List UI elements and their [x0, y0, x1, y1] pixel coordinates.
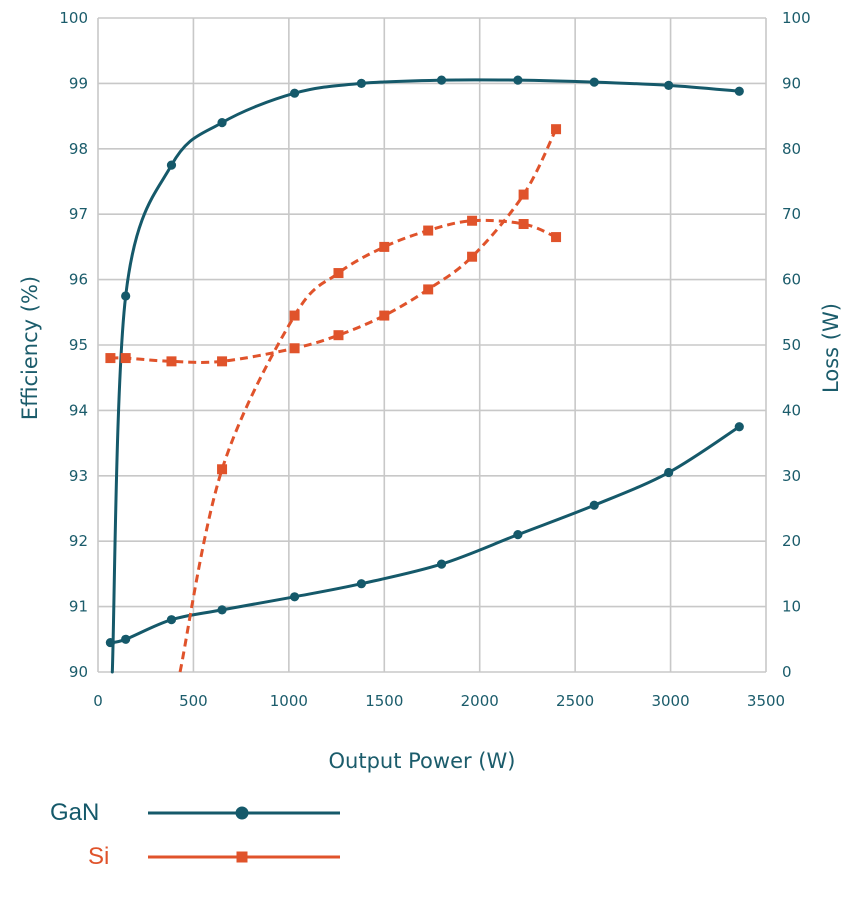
- y-right-tick-label-100: 100: [782, 9, 811, 27]
- series-line-gan-efficiency: [110, 78, 741, 674]
- data-point-gan-loss-385: [166, 615, 177, 625]
- data-point-si-loss-1730: [423, 284, 434, 295]
- legend-marker-si: [236, 851, 248, 863]
- data-point-gan-loss-145: [121, 634, 131, 644]
- data-point-si-loss-650: [217, 356, 228, 367]
- y-left-tick-label-95: 95: [69, 336, 88, 354]
- x-axis-label: Output Power (W): [329, 749, 516, 773]
- y-left-tick-label-90: 90: [69, 663, 88, 681]
- grid: [97, 17, 767, 673]
- y-left-tick-label-100: 100: [59, 9, 88, 27]
- data-point-si-loss-65: [105, 353, 116, 364]
- data-point-gan-loss-2600: [589, 500, 599, 510]
- data-point-si-loss-2230: [518, 189, 529, 200]
- legend-label-si: Si: [88, 843, 109, 870]
- y-axis-right-label: Loss (W): [819, 303, 843, 393]
- y-left-tick-label-96: 96: [69, 271, 88, 289]
- data-point-si-efficiency-1960: [467, 215, 478, 226]
- data-point-gan-efficiency-1030: [289, 88, 300, 98]
- data-point-si-efficiency-1030: [289, 310, 300, 321]
- data-point-gan-loss-65: [105, 637, 116, 648]
- tick-labels: 0 500 1000 1500 2000 2500 3000 3500 90 0 91 10 92 20 9…: [59, 9, 810, 710]
- y-right-tick-label-0: 0: [782, 663, 792, 681]
- data-point-si-loss-145: [120, 353, 131, 364]
- y-left-tick-label-94: 94: [69, 401, 88, 419]
- legend-marker-gan: [235, 806, 249, 820]
- data-point-gan-loss-2990: [664, 467, 674, 478]
- data-point-gan-loss-1380: [356, 579, 366, 589]
- data-point-gan-loss-1800: [436, 559, 447, 569]
- y-left-tick-label-91: 91: [69, 598, 88, 616]
- data-point-gan-efficiency-385: [166, 160, 177, 170]
- y-right-tick-label-80: 80: [782, 140, 801, 158]
- y-axis-left-label: Efficiency (%): [18, 276, 42, 420]
- x-tick-label-2000: 2000: [461, 692, 499, 710]
- data-point-gan-loss-1030: [289, 592, 300, 602]
- x-tick-label-3000: 3000: [651, 692, 689, 710]
- y-right-tick-label-70: 70: [782, 205, 801, 223]
- data-point-gan-loss-650: [217, 605, 227, 615]
- data-point-si-efficiency-1730: [423, 225, 434, 236]
- legend-label-gan: GaN: [50, 799, 99, 826]
- data-point-gan-efficiency-1800: [436, 75, 447, 85]
- legend: GaN Si: [50, 799, 340, 870]
- y-left-tick-label-93: 93: [69, 467, 88, 485]
- data-point-gan-efficiency-145: [121, 291, 131, 301]
- series-line-si-efficiency: [178, 218, 557, 673]
- x-tick-label-3500: 3500: [747, 692, 785, 710]
- x-tick-label-500: 500: [179, 692, 208, 710]
- data-point-si-loss-1500: [379, 310, 390, 321]
- data-point-gan-efficiency-650: [217, 118, 227, 128]
- y-right-tick-label-20: 20: [782, 532, 801, 550]
- data-point-si-efficiency-1260: [333, 268, 344, 279]
- x-tick-label-1000: 1000: [270, 692, 308, 710]
- legend-item-gan: GaN: [50, 799, 340, 826]
- data-point-gan-efficiency-2990: [664, 80, 674, 90]
- data-point-gan-efficiency-3360: [734, 86, 744, 96]
- data-point-gan-efficiency-2200: [513, 75, 523, 85]
- y-left-tick-label-98: 98: [69, 140, 88, 158]
- y-right-tick-label-10: 10: [782, 598, 801, 616]
- y-right-tick-label-90: 90: [782, 74, 801, 92]
- data-point-si-loss-1030: [289, 343, 300, 354]
- data-point-gan-loss-2200: [513, 530, 523, 540]
- x-tick-label-2500: 2500: [556, 692, 594, 710]
- y-right-tick-label-40: 40: [782, 401, 801, 419]
- plot-area: [105, 75, 744, 674]
- series-line-si-loss: [110, 128, 558, 364]
- data-point-si-loss-1260: [333, 330, 344, 341]
- x-tick-label-1500: 1500: [365, 692, 403, 710]
- y-right-tick-label-50: 50: [782, 336, 801, 354]
- data-point-si-efficiency-2400: [551, 232, 562, 243]
- y-left-tick-label-99: 99: [69, 74, 88, 92]
- data-point-gan-efficiency-2600: [589, 77, 599, 87]
- y-left-tick-label-97: 97: [69, 205, 88, 223]
- x-tick-label-0: 0: [93, 692, 103, 710]
- data-point-si-loss-385: [166, 356, 177, 367]
- data-point-gan-efficiency-1380: [356, 78, 366, 88]
- y-right-tick-label-60: 60: [782, 271, 801, 289]
- series-line-gan-loss: [108, 425, 741, 645]
- data-point-si-loss-1960: [467, 251, 478, 262]
- data-point-si-efficiency-1500: [379, 241, 390, 252]
- data-point-si-loss-2400: [551, 124, 562, 135]
- y-right-tick-label-30: 30: [782, 467, 801, 485]
- data-point-si-efficiency-2230: [518, 219, 529, 230]
- data-point-gan-loss-3360: [734, 422, 744, 432]
- data-point-si-efficiency-650: [217, 464, 228, 475]
- y-left-tick-label-92: 92: [69, 532, 88, 550]
- legend-item-si: Si: [88, 843, 340, 870]
